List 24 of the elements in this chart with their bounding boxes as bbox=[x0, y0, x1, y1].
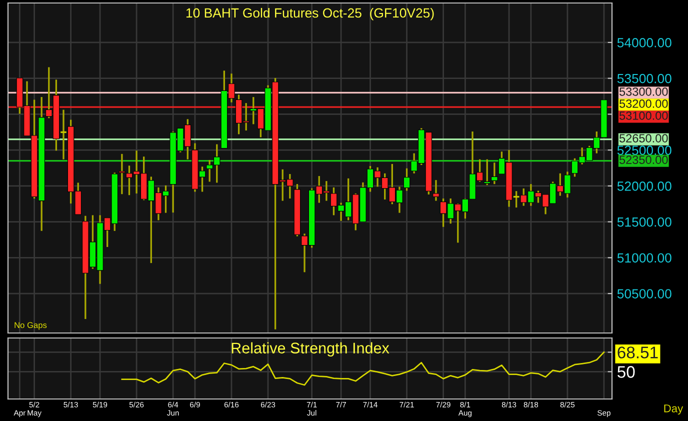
ref-line-label: 52650.00 bbox=[619, 134, 668, 142]
ref-line-label: 52350.00 bbox=[619, 156, 668, 164]
y-tick-label: 52500.00 bbox=[617, 146, 672, 155]
y-tick-label: 53500.00 bbox=[617, 74, 672, 84]
text: Day bbox=[664, 404, 684, 415]
annotation: No Gaps bbox=[14, 322, 47, 330]
y-tick-label: 50500.00 bbox=[617, 289, 672, 298]
chart-title: Relative Strength Index bbox=[232, 342, 390, 357]
ref-line-label: 53300.00 bbox=[619, 87, 668, 96]
y-tick-label: 54000.00 bbox=[617, 38, 672, 48]
candlestick bbox=[403, 168, 410, 192]
candlestick bbox=[491, 162, 498, 185]
candlestick bbox=[118, 153, 126, 195]
candlestick bbox=[484, 158, 490, 186]
y-tick-label: 51000.00 bbox=[617, 253, 672, 263]
candlestick bbox=[432, 179, 440, 202]
y-tick-label: 51500.00 bbox=[617, 217, 672, 227]
y-tick-label: 68.51 bbox=[618, 346, 658, 358]
ref-line-label: 53100.00 bbox=[619, 111, 668, 120]
y-tick-label: 50 bbox=[618, 366, 635, 378]
y-tick-label: 52000.00 bbox=[617, 182, 672, 191]
candlestick bbox=[60, 108, 68, 160]
annotation: 53200.00 bbox=[619, 99, 668, 108]
chart-title: 10 BAHT Gold Futures Oct-25 (GF10V25) bbox=[186, 8, 434, 20]
